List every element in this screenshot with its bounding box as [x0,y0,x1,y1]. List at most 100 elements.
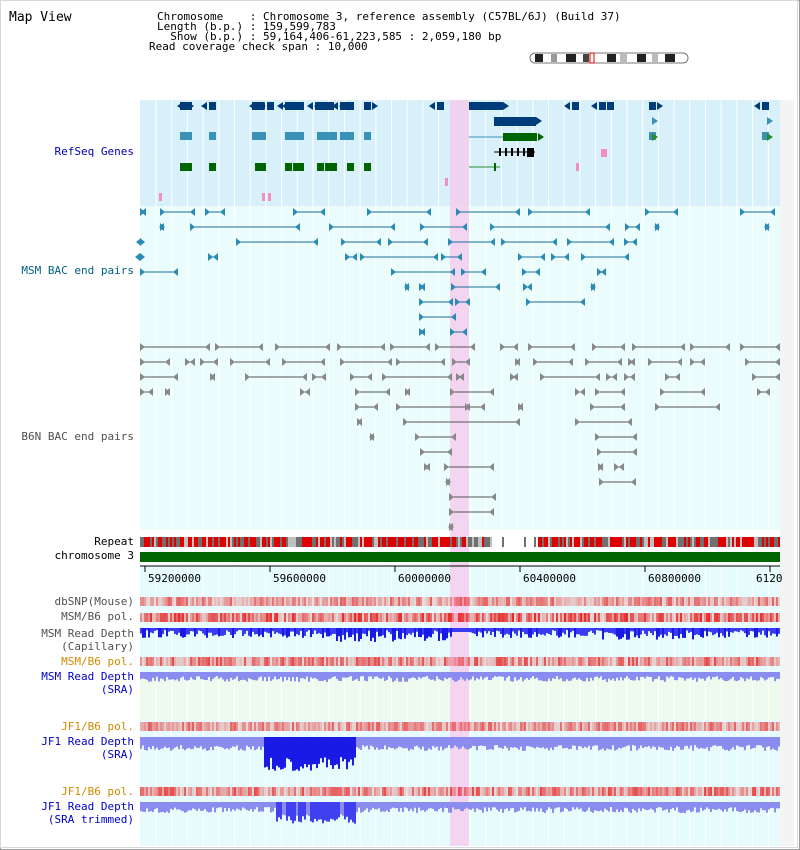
depth-feature[interactable] [148,628,150,638]
heat-feature[interactable] [456,787,458,796]
heat-feature[interactable] [714,613,716,622]
depth-feature[interactable] [626,628,628,640]
heat-feature[interactable] [226,787,228,796]
heat-feature[interactable] [438,722,440,731]
depth-feature[interactable] [654,802,656,813]
depth-feature[interactable] [170,737,172,751]
heat-feature[interactable] [648,722,650,731]
heat-feature[interactable] [500,597,502,606]
depth-feature[interactable] [736,628,738,632]
bac-feature[interactable] [595,388,600,396]
bac-feature[interactable] [575,418,580,426]
bac-feature[interactable] [352,253,357,261]
depth-feature[interactable] [554,672,556,679]
repeat-feature[interactable] [332,537,334,547]
heat-feature[interactable] [572,657,574,666]
depth-feature[interactable] [666,628,668,636]
repeat-feature[interactable] [246,537,248,547]
depth-feature[interactable] [424,672,426,677]
depth-feature[interactable] [420,802,422,811]
depth-feature[interactable] [716,737,718,747]
depth-feature[interactable] [724,737,726,751]
heat-feature[interactable] [346,613,348,622]
heat-feature[interactable] [658,597,660,606]
heat-feature[interactable] [352,657,354,666]
heat-feature[interactable] [630,613,632,622]
depth-feature[interactable] [388,672,390,677]
bac-feature[interactable] [590,283,595,291]
heat-feature[interactable] [650,657,652,666]
depth-feature[interactable] [310,672,312,678]
depth-feature[interactable] [180,737,182,746]
heat-feature[interactable] [480,787,482,796]
repeat-feature[interactable] [688,537,690,547]
heat-feature[interactable] [484,597,486,606]
heat-feature[interactable] [284,657,286,666]
depth-feature[interactable] [602,737,604,749]
heat-feature[interactable] [596,722,598,731]
depth-feature[interactable] [466,672,468,679]
bac-feature[interactable] [540,253,545,261]
heat-feature[interactable] [712,787,714,796]
depth-feature[interactable] [178,802,180,810]
heat-feature[interactable] [698,613,700,622]
repeat-feature[interactable] [290,537,292,547]
heat-feature[interactable] [552,657,554,666]
heat-feature[interactable] [462,787,464,796]
heat-feature[interactable] [744,722,746,731]
bac-feature[interactable] [580,388,585,396]
heat-feature[interactable] [498,787,500,796]
bac-feature[interactable] [457,253,462,261]
depth-feature[interactable] [718,737,720,746]
depth-feature[interactable] [244,737,246,751]
heat-feature[interactable] [682,613,684,622]
depth-feature[interactable] [368,628,370,631]
gene-feature[interactable] [289,102,295,110]
depth-feature[interactable] [702,672,704,679]
bac-feature[interactable] [528,208,533,216]
heat-feature[interactable] [248,597,250,606]
repeat-feature[interactable] [294,537,296,547]
depth-feature[interactable] [550,672,552,681]
depth-feature[interactable] [706,672,708,678]
depth-feature[interactable] [528,628,530,638]
gene-feature[interactable] [347,163,354,171]
depth-feature[interactable] [434,737,436,748]
depth-feature[interactable] [362,628,364,634]
heat-feature[interactable] [422,657,424,666]
heat-feature[interactable] [202,613,204,622]
repeat-feature[interactable] [468,537,470,547]
heat-feature[interactable] [720,657,722,666]
heat-feature[interactable] [558,597,560,606]
heat-feature[interactable] [602,722,604,731]
heat-feature[interactable] [770,613,772,622]
repeat-feature[interactable] [322,537,324,547]
heat-feature[interactable] [152,597,154,606]
heat-feature[interactable] [244,597,246,606]
bac-feature[interactable] [415,433,420,441]
depth-feature[interactable] [748,628,750,635]
bac-feature[interactable] [450,268,455,276]
heat-feature[interactable] [148,613,150,622]
depth-feature[interactable] [696,802,698,813]
depth-feature[interactable] [310,802,312,822]
heat-feature[interactable] [652,613,654,622]
depth-feature[interactable] [342,737,344,762]
depth-feature[interactable] [340,802,342,815]
gene-feature[interactable] [262,193,265,201]
heat-feature[interactable] [442,722,444,731]
depth-feature[interactable] [190,628,192,631]
depth-feature[interactable] [638,737,640,749]
depth-feature[interactable] [676,672,678,681]
heat-feature[interactable] [502,722,504,731]
heat-feature[interactable] [690,722,692,731]
heat-feature[interactable] [612,787,614,796]
depth-feature[interactable] [276,802,278,822]
gene-feature[interactable] [517,148,519,156]
depth-feature[interactable] [276,737,278,766]
depth-feature[interactable] [590,672,592,678]
depth-feature[interactable] [352,737,354,766]
repeat-feature[interactable] [614,537,616,547]
depth-feature[interactable] [540,628,542,635]
repeat-feature[interactable] [762,537,764,547]
